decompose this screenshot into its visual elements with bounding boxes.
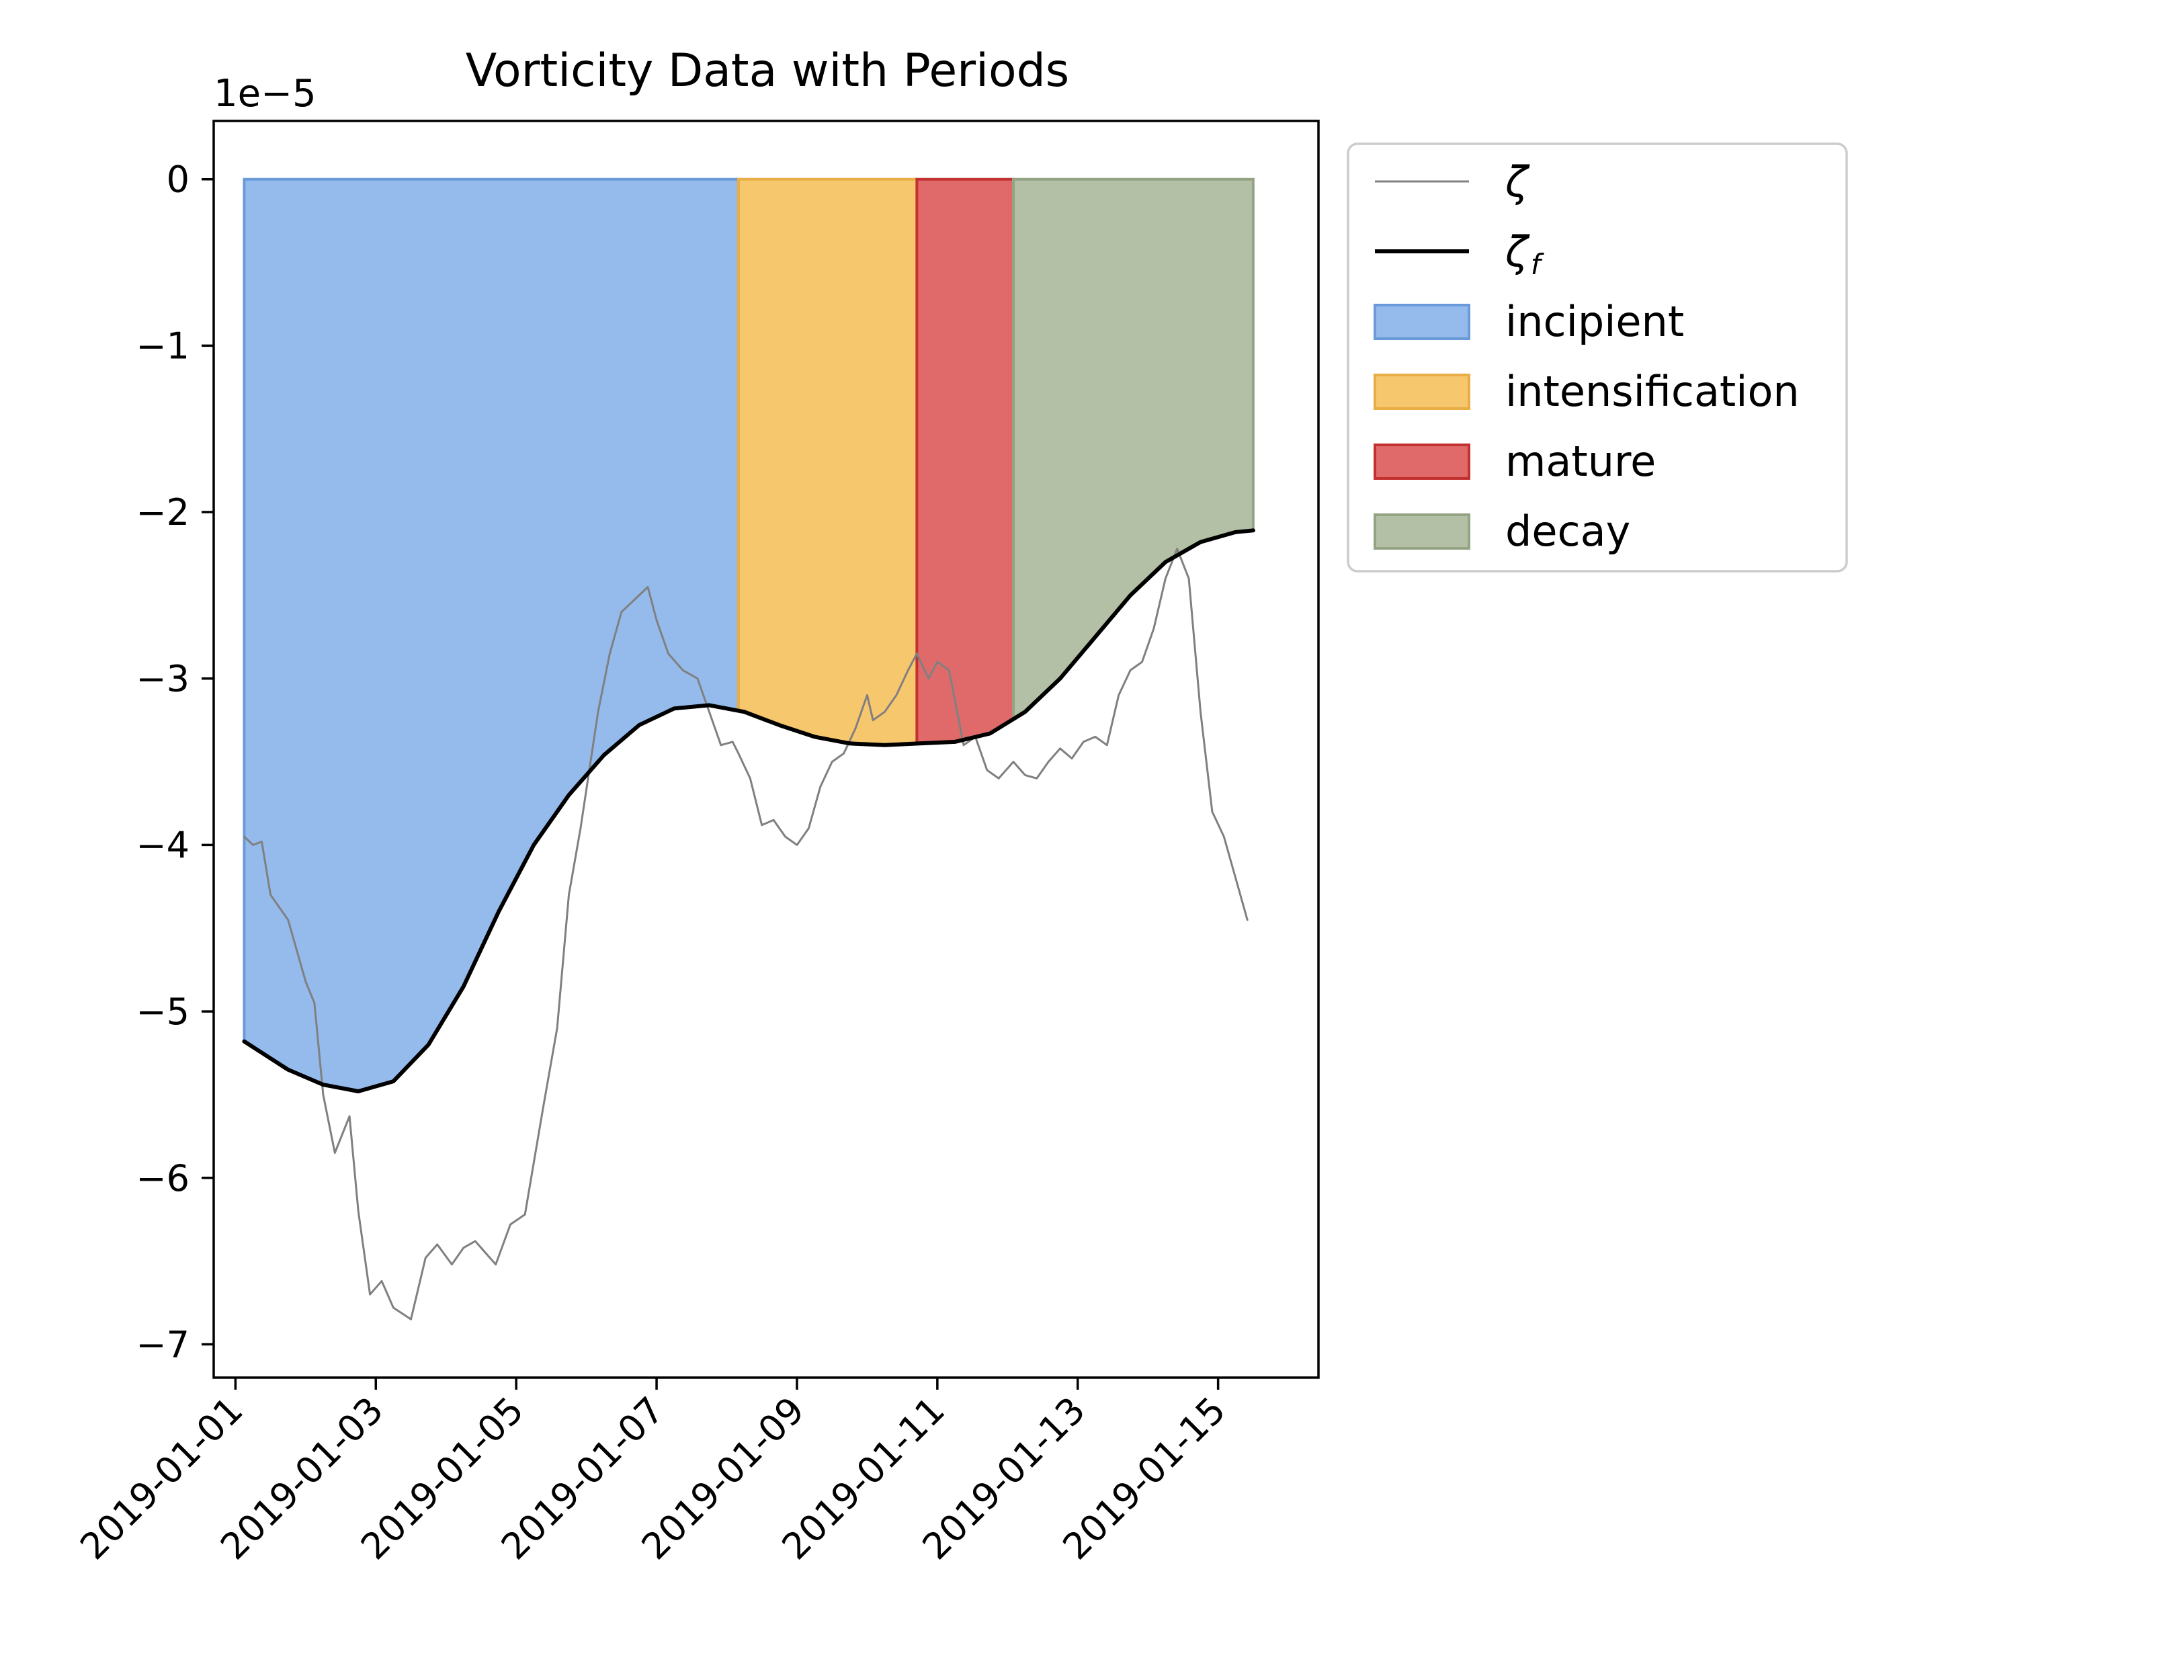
legend-label: incipient <box>1505 297 1684 346</box>
y-tick-label: −5 <box>136 991 190 1033</box>
legend-swatch-mature <box>1374 444 1470 480</box>
y-tick-label: −3 <box>136 658 190 700</box>
period-band-mature <box>915 177 1015 745</box>
legend-swatch-intensification <box>1374 374 1470 410</box>
y-tick-label: −6 <box>136 1157 190 1200</box>
plot-area-frame <box>212 120 1320 1379</box>
y-tick-label: −1 <box>136 325 190 367</box>
x-axis: 2019-01-012019-01-032019-01-052019-01-07… <box>72 1378 1234 1568</box>
period-band-decay <box>1012 177 1255 722</box>
legend-swatch-incipient <box>1374 304 1470 340</box>
legend-label: intensification <box>1505 367 1800 416</box>
y-offset-label: 1e−5 <box>214 72 317 116</box>
y-tick-label: −2 <box>136 491 190 534</box>
period-band-intensification <box>737 177 919 747</box>
y-tick-label: 0 <box>167 159 190 201</box>
series-lines <box>242 528 1255 1320</box>
legend-label: decay <box>1505 507 1630 556</box>
series-line-zeta-f <box>242 528 1255 1093</box>
legend-label: ζ <box>1505 157 1530 206</box>
legend-label: mature <box>1505 437 1656 486</box>
y-axis: 0 −1 −2 −3 −4 −5 −6 −7 <box>136 159 214 1366</box>
legend-frame <box>1347 142 1848 573</box>
legend-swatch-decay <box>1374 513 1470 550</box>
chart-title: Vorticity Data with Periods <box>466 44 1069 97</box>
period-band-incipient <box>243 177 740 1093</box>
period-bands <box>243 177 1255 1093</box>
y-tick-label: −7 <box>136 1323 190 1366</box>
series-line-zeta <box>243 548 1249 1320</box>
y-tick-label: −4 <box>136 824 190 866</box>
